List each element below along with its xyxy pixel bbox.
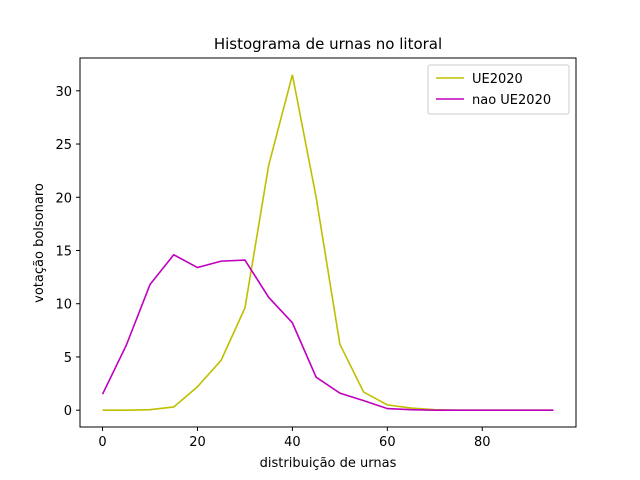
x-tick-label: 80 [474, 435, 491, 450]
x-tick-label: 40 [284, 435, 301, 450]
y-tick-label: 5 [64, 351, 72, 366]
x-tick-label: 60 [379, 435, 396, 450]
y-tick-label: 25 [55, 138, 72, 153]
y-tick-label: 15 [55, 244, 72, 259]
y-axis-label: votação bolsonaro [32, 183, 47, 303]
y-axis: 0 5 10 15 20 25 30 [55, 85, 80, 419]
legend-label: nao UE2020 [472, 93, 551, 108]
y-tick-label: 10 [55, 298, 72, 313]
x-tick-label: 20 [189, 435, 206, 450]
legend: UE2020 nao UE2020 [427, 64, 570, 115]
legend-label: UE2020 [472, 72, 523, 87]
plot-lines [101, 74, 554, 411]
y-tick-label: 30 [55, 85, 72, 100]
series-line [101, 253, 554, 411]
plot-frame [79, 57, 577, 428]
x-tick-label: 0 [98, 435, 106, 450]
x-axis: 0 20 40 60 80 [98, 427, 491, 450]
y-tick-label: 0 [64, 404, 72, 419]
y-tick-label: 20 [55, 191, 72, 206]
x-axis-label: distribuição de urnas [260, 456, 397, 471]
series-line [102, 74, 554, 411]
chart-title: Histograma de urnas no litoral [214, 35, 442, 53]
